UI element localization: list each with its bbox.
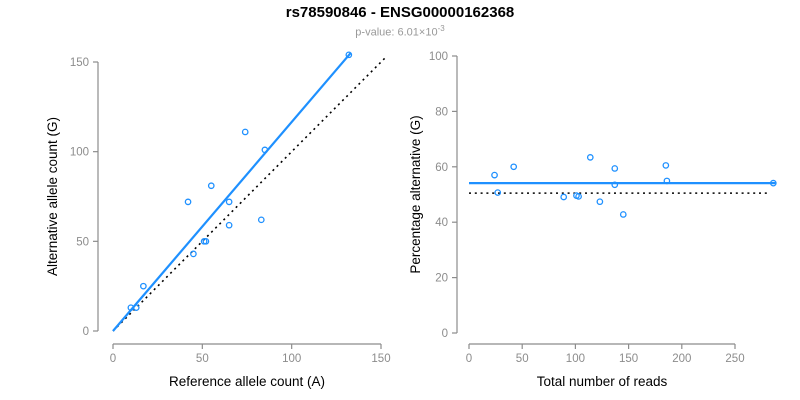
y-tick-label: 150 <box>70 57 89 69</box>
data-point <box>491 171 498 179</box>
fit-line <box>112 52 352 332</box>
data-point <box>663 177 671 185</box>
data-point <box>662 162 670 169</box>
x-axis-title: Total number of reads <box>537 374 668 389</box>
data-point <box>345 51 353 59</box>
data-point <box>586 154 594 161</box>
y-axis-title: Alternative allele count (G) <box>45 117 60 276</box>
identity-line <box>112 56 387 332</box>
y-axis-title: Percentage alternative (G) <box>408 115 423 273</box>
x-tick-label: 50 <box>516 353 529 365</box>
x-tick-label: 0 <box>466 353 472 365</box>
x-axis-title: Reference allele count (A) <box>169 374 325 389</box>
plot-title: rs78590846 - ENSG00000162368 <box>285 4 515 21</box>
y-tick-label: 80 <box>435 106 448 118</box>
y-tick-label: 0 <box>83 326 89 338</box>
data-point <box>261 146 269 154</box>
p-value-text: p-value: 6.01×10 <box>355 26 438 39</box>
data-point <box>202 237 210 245</box>
y-tick-label: 50 <box>76 236 89 248</box>
x-tick-label: 200 <box>672 353 691 365</box>
data-point <box>140 282 147 290</box>
y-tick-label: 60 <box>435 162 448 174</box>
x-tick-label: 0 <box>110 353 116 365</box>
data-point <box>611 181 619 189</box>
y-tick-label: 0 <box>442 328 448 340</box>
data-point <box>132 304 140 312</box>
y-tick-label: 100 <box>429 51 448 63</box>
x-tick-label: 250 <box>725 353 744 365</box>
data-point <box>611 165 619 172</box>
data-point <box>190 250 197 258</box>
data-point <box>225 221 233 229</box>
data-point <box>184 198 192 206</box>
data-point <box>769 179 777 187</box>
x-tick-label: 150 <box>619 353 638 365</box>
data-point <box>575 193 582 200</box>
data-point <box>241 128 249 136</box>
data-point <box>225 198 233 206</box>
data-point <box>257 216 265 224</box>
data-point <box>207 182 215 190</box>
data-point <box>619 211 627 218</box>
y-tick-label: 40 <box>435 217 448 229</box>
plot-subtitle: p-value: 6.01×10-3 <box>0 24 800 39</box>
data-point <box>510 163 518 171</box>
x-tick-label: 100 <box>566 353 585 365</box>
x-tick-label: 50 <box>196 353 209 365</box>
x-tick-label: 100 <box>282 353 301 365</box>
x-tick-label: 150 <box>371 353 390 365</box>
y-tick-label: 100 <box>70 147 89 159</box>
data-point <box>560 193 568 201</box>
data-point <box>596 198 604 206</box>
p-value-exponent: -3 <box>437 24 445 33</box>
data-point <box>494 189 502 196</box>
y-tick-label: 20 <box>435 273 448 285</box>
